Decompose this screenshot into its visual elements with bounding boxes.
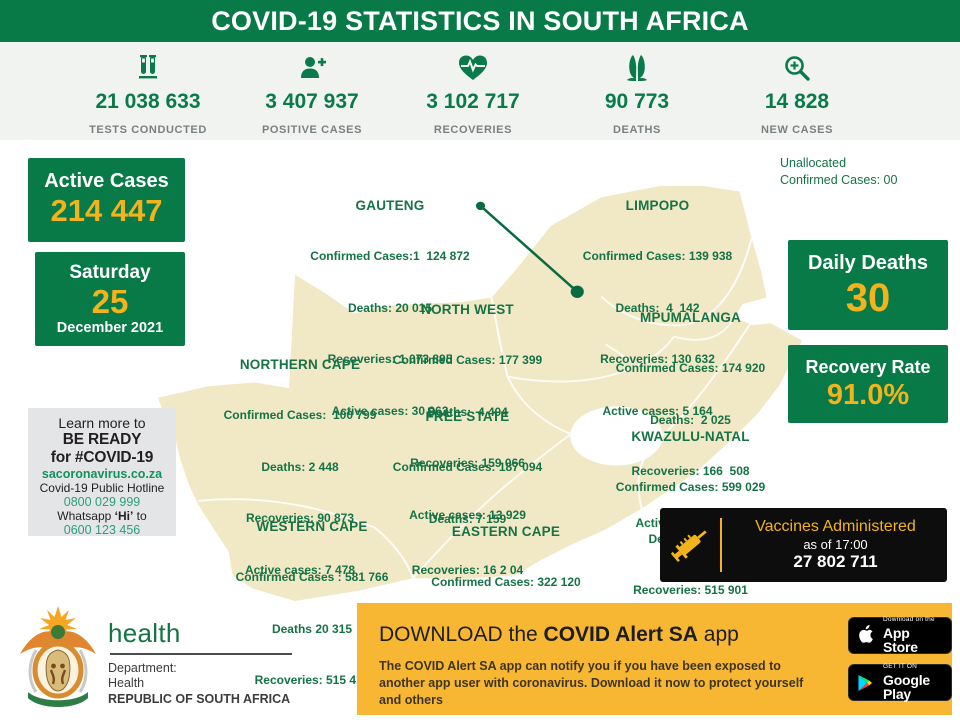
active-cases-box: Active Cases 214 447: [28, 158, 185, 242]
app-banner-description: The COVID Alert SA app can notify you if…: [379, 659, 804, 707]
person-plus-icon: [227, 52, 397, 84]
province-name: EASTERN CAPE: [451, 524, 561, 539]
daily-deaths-title: Daily Deaths: [807, 252, 929, 274]
google-play-icon: [857, 672, 877, 694]
province-northern-cape: NORTHERN CAPE Confirmed Cases: 100 799 D…: [190, 321, 410, 614]
hotline-label: Covid-19 Public Hotline: [39, 481, 165, 495]
active-cases-value: 214 447: [50, 193, 163, 228]
province-western-cape: WESTERN CAPE Confirmed Cases : 581 766 D…: [198, 483, 426, 720]
coronavirus-site-link[interactable]: sacoronavirus.co.za: [41, 467, 163, 481]
stat-tests-conducted: 21 038 633 TESTS CONDUCTED: [63, 52, 233, 136]
province-limpopo: LIMPOPO Confirmed Cases: 139 938 Deaths:…: [545, 162, 770, 455]
stat-label: NEW CASES: [760, 124, 834, 136]
stat-label: TESTS CONDUCTED: [89, 124, 207, 136]
learn-line-3: for #COVID-19: [50, 449, 154, 466]
date-month-year: December 2021: [56, 320, 164, 336]
stat-value: 90 773: [604, 90, 670, 113]
country-outline: [158, 185, 802, 602]
province-mpumalanga: MPUMALANGA Confirmed Cases: 174 920 Deat…: [578, 274, 803, 567]
province-name: NORTHERN CAPE: [239, 357, 361, 372]
recovery-rate-title: Recovery Rate: [805, 357, 931, 377]
store-badges: Download on the App Store GET IT ON Google…: [848, 617, 952, 711]
lesotho-cutout: [570, 406, 663, 466]
app-banner-title: DOWNLOAD the COVID Alert SA app: [379, 623, 739, 646]
vaccines-value: 27 802 711: [793, 552, 878, 571]
header-banner: COVID-19 STATISTICS IN SOUTH AFRICA: [0, 0, 960, 42]
health-brand: health: [108, 618, 181, 648]
app-store-badge[interactable]: Download on the App Store: [848, 617, 952, 654]
magnifier-plus-icon: [712, 52, 882, 84]
unallocated-cases: Unallocated Confirmed Cases: 00: [780, 155, 955, 189]
apple-icon: [857, 625, 877, 647]
date-day-number: 25: [91, 283, 129, 320]
date-day-name: Saturday: [69, 262, 151, 283]
heart-pulse-icon: [388, 52, 558, 84]
stat-new-cases: 14 828 NEW CASES: [712, 52, 882, 136]
stat-label: POSITIVE CASES: [261, 124, 363, 136]
province-north-west: NORTH WEST Confirmed Cases: 177 399 Deat…: [355, 266, 580, 559]
syringe-icon: [670, 518, 714, 573]
stat-label: RECOVERIES: [433, 124, 513, 136]
date-box: Saturday 25 December 2021: [35, 252, 185, 346]
coat-of-arms-logo: [14, 606, 102, 710]
unallocated-line-2: Confirmed Cases: 00: [780, 173, 898, 187]
province-name: FREE STATE: [425, 409, 510, 424]
brand-rule: [110, 653, 292, 655]
province-name: MPUMALANGA: [640, 310, 741, 325]
recovery-rate-box: Recovery Rate 91.0%: [788, 345, 948, 423]
gauteng-leader-line: [475, 201, 584, 298]
stat-value: 14 828: [764, 90, 830, 113]
active-cases-title: Active Cases: [44, 170, 169, 192]
test-tubes-icon: [63, 52, 233, 84]
whatsapp-line: Whatsapp ‘Hi’ to: [57, 509, 147, 523]
stat-recoveries: 3 102 717 RECOVERIES: [388, 52, 558, 136]
stat-deaths: 90 773 DEATHS: [552, 52, 722, 136]
vaccines-as-of: as of 17:00: [803, 537, 868, 552]
stat-value: 21 038 633: [95, 90, 201, 113]
learn-more-box: Learn more to BE READY for #COVID-19 sac…: [28, 408, 176, 537]
province-gauteng: GAUTENG Confirmed Cases:1 124 872 Deaths…: [270, 162, 510, 455]
vaccines-divider: [720, 518, 722, 572]
summary-stats-band: 21 038 633 TESTS CONDUCTED 3 407 937 POS…: [0, 42, 960, 140]
hotline-number: 0800 029 999: [63, 495, 141, 509]
praying-hands-icon: [552, 52, 722, 84]
province-name: WESTERN CAPE: [256, 519, 368, 534]
daily-deaths-value: 30: [845, 276, 891, 320]
daily-deaths-box: Daily Deaths 30: [788, 240, 948, 330]
unallocated-line-1: Unallocated: [780, 156, 847, 170]
learn-line-2: BE READY: [62, 431, 142, 448]
province-name: KWAZULU-NATAL: [631, 429, 750, 444]
vaccines-title: Vaccines Administered: [755, 518, 916, 535]
google-play-badge[interactable]: GET IT ON Google Play: [848, 664, 952, 701]
stat-positive-cases: 3 407 937 POSITIVE CASES: [227, 52, 397, 136]
province-name: NORTH WEST: [421, 302, 514, 317]
learn-line-1: Learn more to: [58, 415, 146, 431]
province-name: GAUTENG: [355, 198, 425, 213]
page-title: COVID-19 STATISTICS IN SOUTH AFRICA: [211, 5, 749, 36]
whatsapp-number: 0600 123 456: [63, 523, 141, 537]
vaccines-administered-box: Vaccines Administered as of 17:00 27 802…: [660, 508, 947, 582]
department-block: health Department: Health REPUBLIC OF SO…: [108, 618, 348, 707]
stat-value: 3 407 937: [265, 90, 359, 113]
stat-label: DEATHS: [612, 124, 661, 136]
recovery-rate-value: 91.0%: [826, 379, 910, 411]
stat-value: 3 102 717: [426, 90, 520, 113]
province-name: LIMPOPO: [625, 198, 690, 213]
south-africa-map: [158, 185, 802, 602]
